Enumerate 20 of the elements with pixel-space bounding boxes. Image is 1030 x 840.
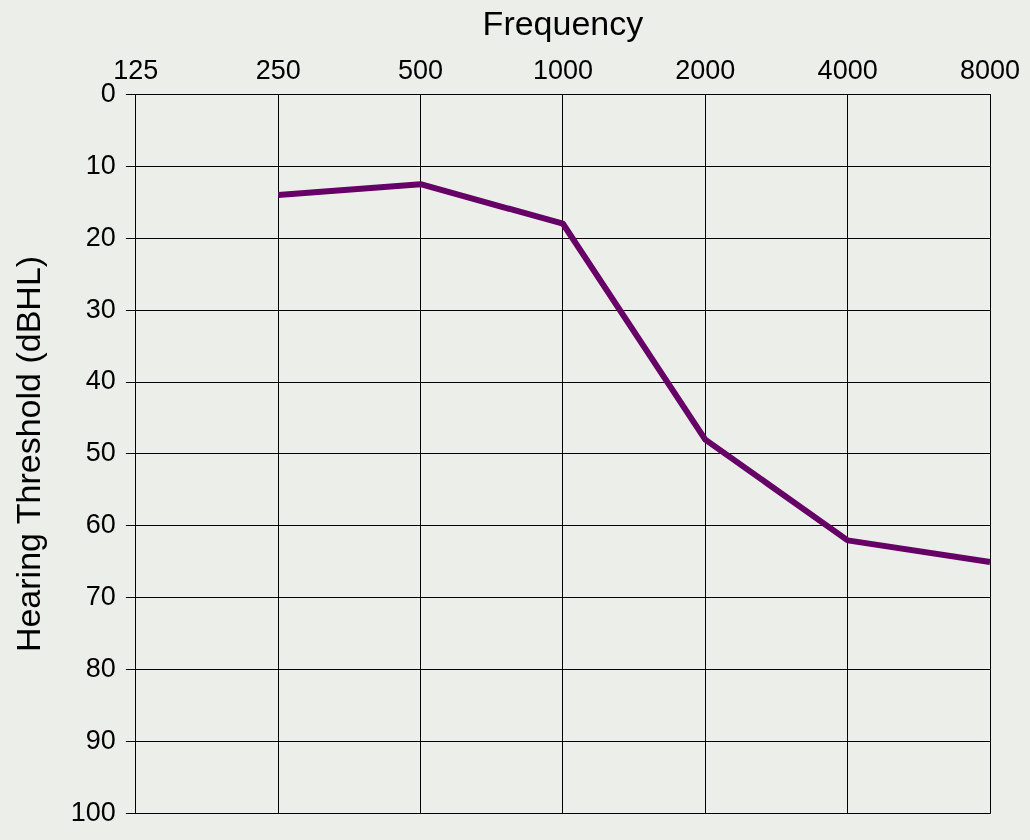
x-tick-label: 250 <box>255 55 301 86</box>
x-axis-title: Frequency <box>482 3 644 42</box>
y-tick-label: 10 <box>85 149 116 180</box>
y-tick-label: 70 <box>85 581 116 612</box>
x-tick-label: 125 <box>113 55 159 86</box>
x-tick-label: 2000 <box>675 55 736 86</box>
y-tick-label: 30 <box>85 293 116 324</box>
y-tick-label: 60 <box>85 509 116 540</box>
y-tick-label: 100 <box>70 797 116 828</box>
y-tick-label: 80 <box>85 653 116 684</box>
x-tick-label: 1000 <box>532 55 593 86</box>
y-tick-label: 0 <box>100 77 116 108</box>
x-tick-label: 500 <box>398 55 444 86</box>
y-tick-label: 90 <box>85 725 116 756</box>
y-tick-label: 50 <box>85 437 116 468</box>
x-tick-label: 4000 <box>817 55 878 86</box>
y-tick-label: 20 <box>85 221 116 252</box>
x-tick-label: 8000 <box>959 55 1021 86</box>
y-axis-title: Hearing Threshold (dBHL) <box>8 255 47 653</box>
y-tick-label: 40 <box>85 365 116 396</box>
